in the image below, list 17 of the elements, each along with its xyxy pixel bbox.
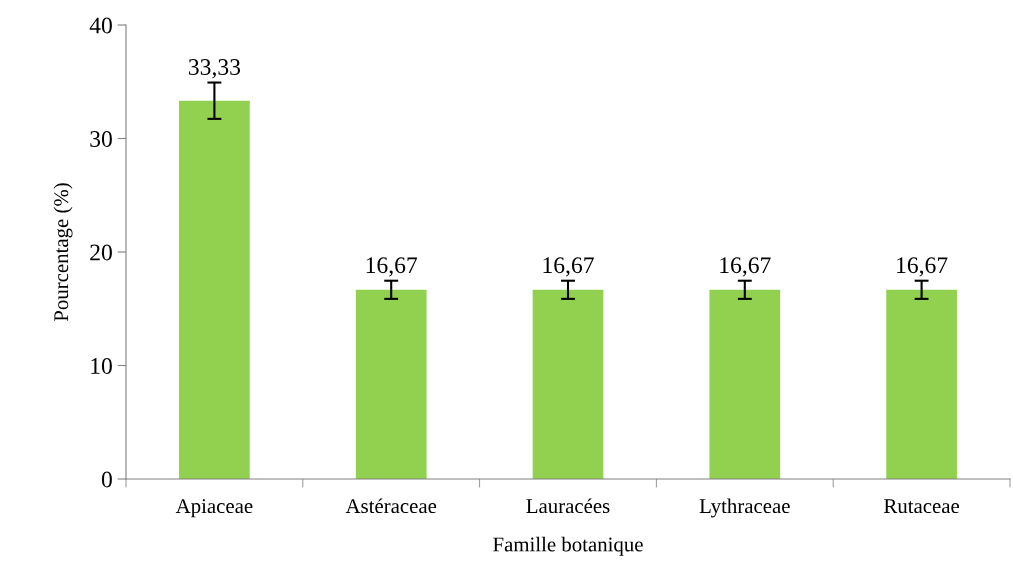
x-tick-label: Astéraceae: [345, 498, 437, 514]
x-tick-label: Rutaceae: [884, 499, 960, 514]
y-tick-label: 0: [101, 471, 112, 488]
y-tick-label: 20: [90, 244, 112, 261]
y-axis-title: Pourcentage (%): [53, 183, 73, 322]
y-tick-label: 30: [90, 130, 112, 147]
y-tick-label: 10: [91, 357, 112, 374]
data-label: 16,67: [720, 257, 771, 277]
data-label: 16,67: [366, 257, 418, 277]
x-tick-label: Lauracées: [526, 498, 610, 514]
x-tick-label: Lythraceae: [699, 498, 790, 518]
data-label: 16,67: [543, 257, 594, 277]
x-tick-label: Apiaceae: [175, 499, 253, 518]
y-tick-label: 40: [89, 17, 112, 34]
data-label: 33,33: [188, 59, 241, 79]
data-label: 16,67: [897, 257, 948, 277]
x-axis-title: Famille botanique: [493, 536, 643, 556]
